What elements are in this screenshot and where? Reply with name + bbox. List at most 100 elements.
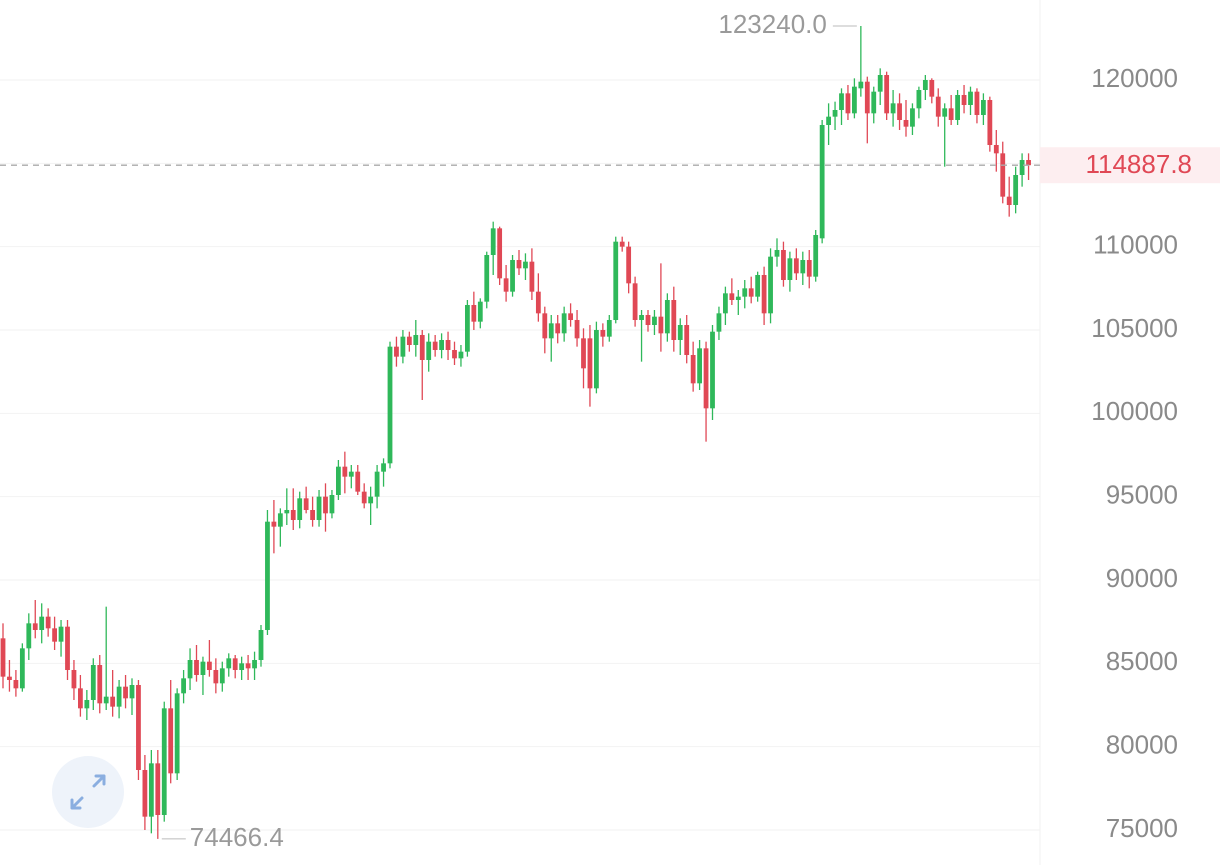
candle-body [484,255,490,302]
candle-body [136,685,141,770]
candle-body [1013,175,1019,205]
candle-body [84,700,90,709]
candle-body [103,696,109,704]
candle-body [381,463,386,472]
expand-circle[interactable] [52,756,124,828]
candle-body [400,336,406,357]
candle-body [800,260,806,274]
candle-body [284,510,290,514]
candle-body [632,283,638,320]
candle-body [297,498,303,520]
candle-body [922,80,928,90]
candle-body [658,316,664,334]
candle-body [916,90,922,109]
candle-body [626,246,632,284]
candle-body [961,95,967,105]
candle-body [826,116,831,125]
candle-body [329,495,335,514]
candle-body [942,108,948,117]
candle-body [194,660,199,675]
candle-body [987,100,993,145]
expand-button[interactable] [52,756,124,828]
candle-body [323,496,328,514]
candle-body [142,770,148,817]
candle-body [832,110,838,117]
candle-body [200,661,206,675]
candle-body [852,86,857,114]
candle-body [316,496,322,520]
candle-body [123,686,128,699]
candle-body [819,125,825,239]
candle-body [600,330,606,337]
candle-body [465,305,470,352]
candle-body [716,313,722,332]
candle-body [910,108,915,127]
candle-body [439,340,444,350]
candle-body [742,288,748,297]
candle-body [645,315,651,325]
y-tick-label: 95000 [1106,480,1178,510]
candle-body [1019,160,1025,175]
candle-body [948,108,954,120]
candle-body [19,648,25,689]
candle-body [858,81,864,89]
candle-body [555,323,561,334]
candle-body [613,241,619,320]
candle-body [710,331,715,409]
candle-body [471,305,477,322]
candle-body [161,708,167,815]
candle-body [755,275,761,297]
candle-body [413,335,419,345]
candle-body [219,668,225,684]
expand-icon[interactable] [70,774,106,810]
candle-body [1026,160,1031,166]
candle-body [703,348,709,409]
candle-body [516,260,522,269]
candle-body [955,95,960,120]
candle-body [890,103,896,114]
y-tick-label: 120000 [1091,63,1178,93]
candle-body [271,521,277,527]
candle-body [245,663,251,669]
candle-body [45,616,51,629]
high-marker-label: 123240.0 [718,9,826,39]
candle-body [671,300,677,340]
candle-body [213,670,219,684]
candle-body [78,688,83,709]
candle-body [445,340,451,350]
y-tick-label: 75000 [1106,813,1178,843]
candle-body [148,763,154,817]
candle-body [303,498,309,510]
candle-body [723,293,728,314]
candle-body [768,256,773,314]
candle-body [336,466,341,495]
candle-body [606,320,612,337]
candle-body [361,491,367,504]
candle-body [993,145,999,154]
candle-body [226,658,232,669]
candle-body [258,630,264,660]
candle-body [935,96,941,117]
candle-body [929,80,935,97]
candle-body [594,330,599,389]
candle-body [310,510,315,520]
low-marker-label: 74466.4 [190,822,284,852]
candle-body [426,341,432,360]
candle-body [26,623,32,649]
candle-body [542,313,548,339]
candle-body [432,341,438,350]
candle-body [97,665,103,704]
candle-body [897,103,902,120]
candle-body [406,336,412,345]
candle-body [458,351,464,359]
candle-body [813,235,819,277]
candle-body [239,663,245,670]
candle-body [581,338,586,369]
candle-body [497,228,503,279]
candle-body [181,678,186,694]
y-tick-label: 80000 [1106,730,1178,760]
candle-body [735,296,741,300]
candle-body [903,120,909,127]
candle-body [277,513,283,527]
